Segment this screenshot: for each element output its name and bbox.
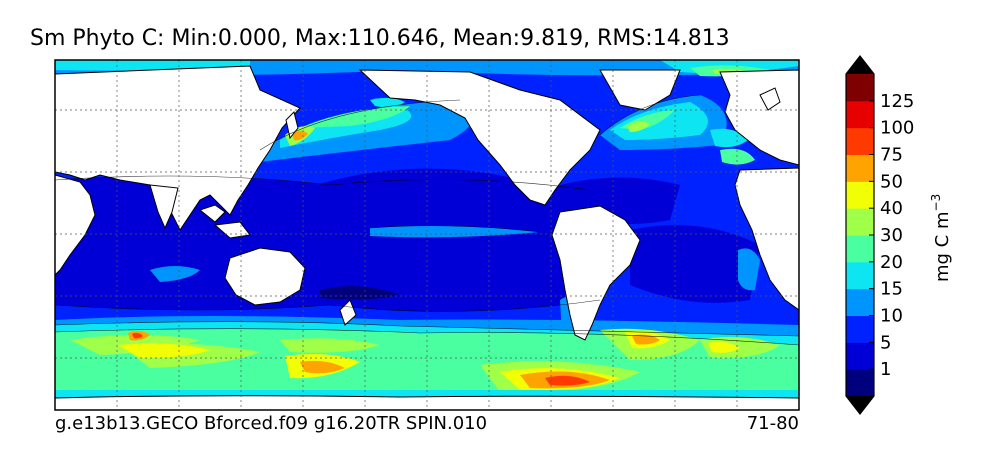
- colorbar-swatch: [846, 181, 874, 209]
- colorbar-extend-min: [846, 396, 874, 414]
- india-landmass: [149, 184, 179, 230]
- colorbar-tick-label: 20: [880, 252, 903, 273]
- colorbar-unit-label: mg C m−3: [929, 194, 953, 282]
- colorbar-tick-label: 50: [880, 171, 903, 192]
- chart-title: Sm Phyto C: Min:0.000, Max:110.646, Mean…: [30, 26, 730, 51]
- south-america-landmass: [551, 205, 641, 341]
- colorbar-swatch: [846, 100, 874, 129]
- colorbar-tick-label: 40: [880, 198, 903, 219]
- colorbar-tick-label: 1: [880, 359, 891, 380]
- asia-landmass: [55, 65, 301, 231]
- colorbar-swatch: [846, 342, 874, 370]
- colorbar-swatch: [846, 127, 874, 155]
- antarctica-landmass: [55, 395, 799, 410]
- colorbar-tick-label: 5: [880, 332, 891, 353]
- colorbar-tick-label: 125: [880, 91, 914, 112]
- colorbar-swatch: [846, 261, 874, 290]
- colorbar-swatch: [846, 369, 874, 397]
- colorbar-tick-label: 15: [880, 279, 903, 300]
- colorbar-tick-label: 30: [880, 225, 903, 246]
- colorbar-swatch: [846, 74, 874, 102]
- colorbar-swatch: [846, 288, 874, 316]
- colorbar-unit-exponent: −3: [929, 194, 943, 212]
- colorbar-extend-max: [846, 56, 874, 74]
- graticule: [55, 60, 799, 410]
- colorbar-tick-label: 75: [880, 145, 903, 166]
- europe-africa-landmass: [719, 69, 799, 166]
- case-name-label: g.e13b13.GECO Bforced.f09 g16.20TR SPIN.…: [55, 413, 488, 434]
- map-frame: [54, 59, 800, 411]
- colorbar-tick-label: 100: [880, 118, 914, 139]
- colorbar-swatch: [846, 235, 874, 263]
- north-america-landmass: [358, 69, 601, 206]
- colorbar-outline: [845, 55, 875, 415]
- colorbar-swatch: [846, 208, 874, 236]
- contour-lines: [55, 94, 799, 346]
- years-label: 71-80: [746, 413, 799, 434]
- africa-landmass: [55, 174, 96, 276]
- colorbar-swatch: [846, 154, 874, 182]
- colorbar-swatch: [846, 315, 874, 343]
- colorbar-tick-label: 10: [880, 306, 903, 327]
- greenland-landmass: [599, 69, 681, 111]
